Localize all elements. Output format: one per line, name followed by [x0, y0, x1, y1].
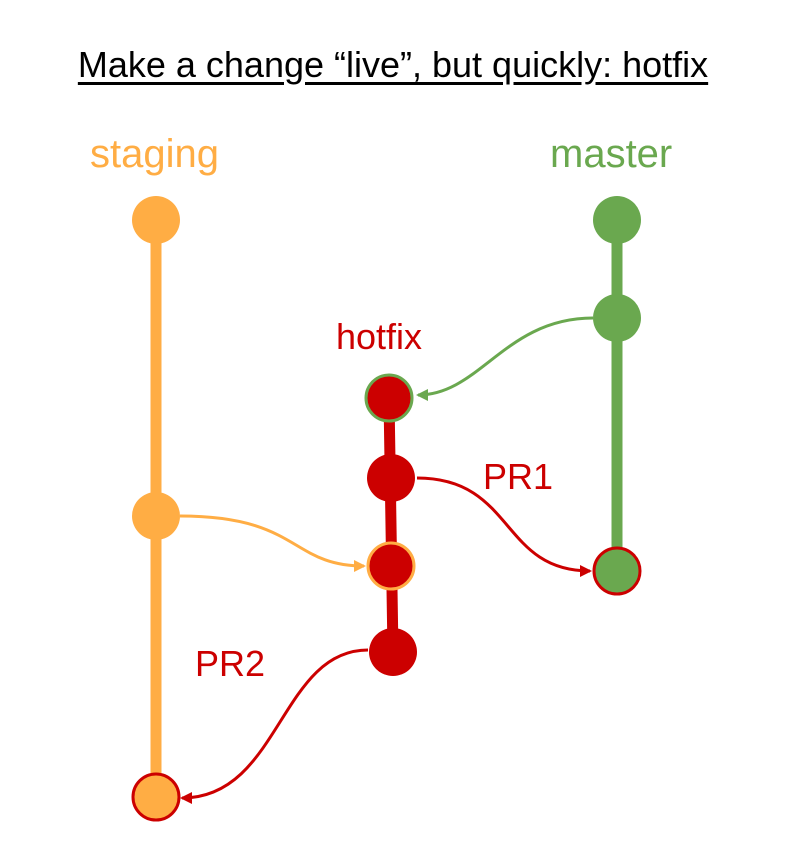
- pr2-arrow: [180, 648, 369, 804]
- pr2-label: PR2: [195, 643, 266, 684]
- hotfix-commit-4: [369, 628, 417, 676]
- hotfix-branch-label: hotfix: [336, 316, 423, 357]
- hotfix-commit-2: [367, 454, 415, 502]
- diagram-title: Make a change “live”, but quickly: hotfi…: [77, 44, 709, 85]
- hotfix-branch-line: [383, 397, 399, 654]
- master-commit-1: [593, 196, 641, 244]
- hotfix-commit-1: [364, 373, 414, 423]
- master-commit-3: [592, 546, 642, 596]
- staging-commit-3: [131, 772, 181, 822]
- staging-commit-1: [132, 196, 180, 244]
- staging-commit-2: [132, 492, 180, 540]
- staging-branch-label: staging: [90, 132, 219, 176]
- pr1-label: PR1: [483, 456, 554, 497]
- staging-to-hotfix-arrow: [179, 514, 366, 572]
- master-to-hotfix-arrow: [416, 316, 594, 401]
- pr1-arrow: [416, 476, 592, 577]
- master-commit-2: [593, 294, 641, 342]
- master-branch-label: master: [550, 132, 673, 176]
- hotfix-commit-3: [366, 541, 416, 591]
